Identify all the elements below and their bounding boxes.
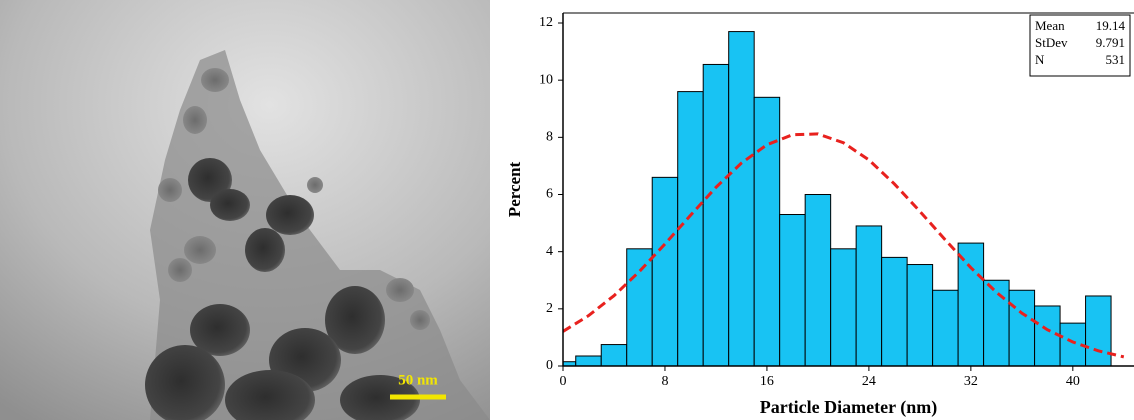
x-tick-label: 0 [560,374,567,389]
bar [779,214,806,366]
stats-label: N [1035,52,1045,67]
x-tick-label: 24 [862,374,876,389]
x-tick-label: 16 [760,374,774,389]
fit-curve [563,132,1125,359]
y-tick-label: 4 [546,244,553,259]
y-tick-label: 12 [539,15,553,30]
y-axis-label: Percent [505,161,524,217]
bar [600,344,628,366]
bar [1034,305,1061,366]
bars [563,31,1125,366]
x-tick-label: 32 [964,374,978,389]
bar [626,248,653,366]
bar [728,31,755,366]
y-tick-label: 6 [546,187,553,202]
stats-value: 9.791 [1096,35,1125,50]
y-tick-label: 2 [546,301,553,316]
stats-label: StDev [1035,35,1068,50]
y-tick-label: 0 [546,358,553,373]
bar [932,289,959,366]
stats-box [1029,14,1131,77]
stats-value: 531 [1106,52,1126,67]
bar [651,176,679,366]
bar [575,355,602,366]
x-tick-label: 40 [1066,374,1080,389]
bar [677,91,704,366]
x-axis-label: Particle Diameter (nm) [760,397,938,418]
bar [906,264,934,366]
stats-value: 19.14 [1096,18,1126,33]
scale-bar-label: 50 nm [398,372,438,388]
bar [1085,295,1112,366]
tem-image: 50 nm [0,0,490,420]
bar [753,96,781,366]
stats-label: Mean [1035,18,1065,33]
bar [830,248,857,366]
bar [855,225,883,366]
bar [881,256,908,366]
bar [702,63,730,366]
bar [957,242,985,366]
bar [983,279,1010,366]
y-tick-label: 10 [539,72,553,87]
x-tick-label: 8 [661,374,668,389]
bar [804,194,832,366]
y-tick-label: 8 [546,130,553,145]
bar [1008,289,1036,366]
